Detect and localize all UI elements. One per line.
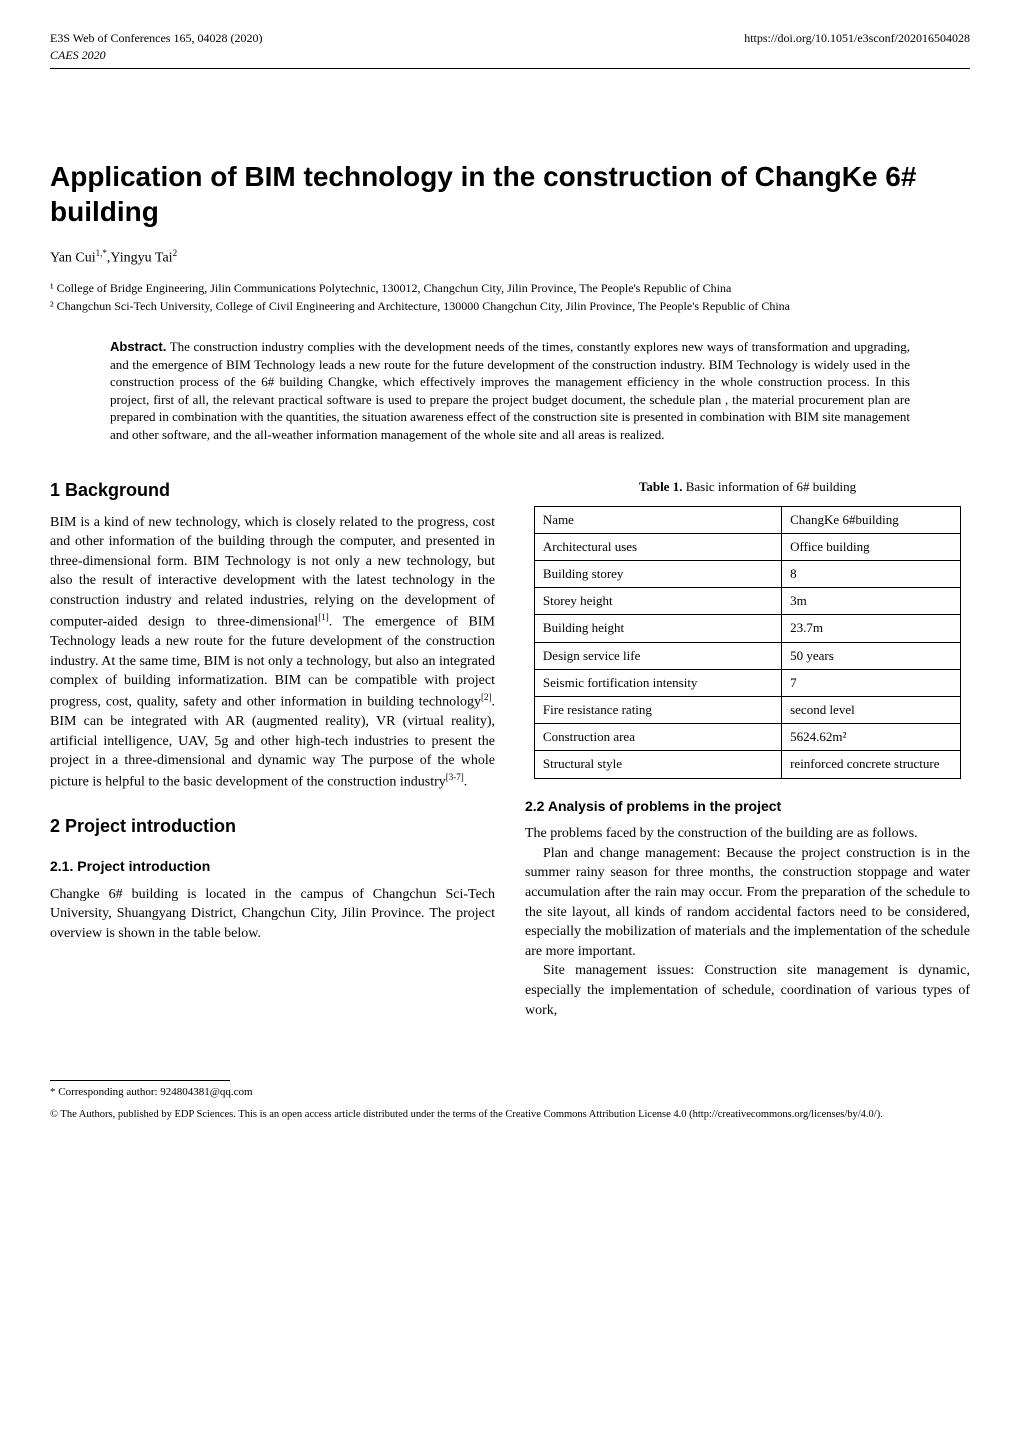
- author-1-affil-mark: 1,*: [96, 248, 107, 258]
- header-conf: E3S Web of Conferences 165, 04028 (2020): [50, 31, 262, 45]
- table-cell-key: Building storey: [534, 561, 781, 588]
- author-line: Yan Cui1,*,Yingyu Tai2: [50, 247, 970, 268]
- affiliation-1: ¹ College of Bridge Engineering, Jilin C…: [50, 280, 970, 296]
- table-row: NameChangKe 6#building: [534, 506, 960, 533]
- table-cell-value: 23.7m: [782, 615, 961, 642]
- author-2: ,Yingyu Tai: [107, 250, 173, 265]
- right-column: Table 1. Basic information of 6# buildin…: [525, 474, 970, 1021]
- citation-3: [3-7]: [446, 772, 464, 782]
- author-2-affil-mark: 2: [173, 248, 178, 258]
- citation-2: [2]: [481, 692, 492, 702]
- citation-1: [1]: [318, 612, 329, 622]
- table-cell-key: Name: [534, 506, 781, 533]
- abstract-block: Abstract. The construction industry comp…: [110, 338, 910, 443]
- table-cell-key: Fire resistance rating: [534, 697, 781, 724]
- section-2-heading: 2 Project introduction: [50, 814, 495, 839]
- table-cell-key: Storey height: [534, 588, 781, 615]
- section-2-1-heading: 2.1. Project introduction: [50, 857, 495, 877]
- s22-p1: The problems faced by the construction o…: [525, 824, 970, 844]
- license-text: © The Authors, published by EDP Sciences…: [50, 1108, 970, 1121]
- table-1: NameChangKe 6#buildingArchitectural uses…: [534, 506, 961, 779]
- table-cell-key: Building height: [534, 615, 781, 642]
- table-row: Construction area5624.62m²: [534, 724, 960, 751]
- s1-text-a: BIM is a kind of new technology, which i…: [50, 515, 495, 630]
- s22-p3: Site management issues: Construction sit…: [525, 961, 970, 1020]
- table-cell-value: 3m: [782, 588, 961, 615]
- section-1-paragraph: BIM is a kind of new technology, which i…: [50, 513, 495, 792]
- corresponding-author: * Corresponding author: 924804381@qq.com: [50, 1085, 970, 1100]
- header-left: E3S Web of Conferences 165, 04028 (2020)…: [50, 30, 262, 64]
- body-columns: 1 Background BIM is a kind of new techno…: [50, 474, 970, 1021]
- s22-p2: Plan and change management: Because the …: [525, 844, 970, 962]
- table-row: Design service life50 years: [534, 642, 960, 669]
- table-row: Architectural usesOffice building: [534, 533, 960, 560]
- affiliation-2: ² Changchun Sci-Tech University, College…: [50, 298, 970, 314]
- footnote-rule: [50, 1080, 230, 1081]
- running-header: E3S Web of Conferences 165, 04028 (2020)…: [50, 30, 970, 66]
- table-row: Fire resistance ratingsecond level: [534, 697, 960, 724]
- table-cell-value: 7: [782, 669, 961, 696]
- left-column: 1 Background BIM is a kind of new techno…: [50, 474, 495, 1021]
- section-1-heading: 1 Background: [50, 478, 495, 503]
- abstract-text: The construction industry complies with …: [110, 339, 910, 442]
- table-cell-key: Seismic fortification intensity: [534, 669, 781, 696]
- table-cell-value: reinforced concrete structure: [782, 751, 961, 778]
- footer-block: * Corresponding author: 924804381@qq.com…: [50, 1080, 970, 1122]
- section-2-2-heading: 2.2 Analysis of problems in the project: [525, 797, 970, 817]
- table-row: Building height23.7m: [534, 615, 960, 642]
- header-event: CAES 2020: [50, 48, 106, 62]
- table-1-caption-text: Basic information of 6# building: [682, 479, 856, 494]
- abstract-label: Abstract.: [110, 339, 166, 354]
- table-cell-key: Structural style: [534, 751, 781, 778]
- table-1-label: Table 1.: [639, 479, 683, 494]
- table-row: Storey height3m: [534, 588, 960, 615]
- table-cell-value: 8: [782, 561, 961, 588]
- table-row: Seismic fortification intensity7: [534, 669, 960, 696]
- table-cell-key: Design service life: [534, 642, 781, 669]
- paper-title: Application of BIM technology in the con…: [50, 159, 970, 229]
- table-row: Structural stylereinforced concrete stru…: [534, 751, 960, 778]
- table-cell-value: 50 years: [782, 642, 961, 669]
- table-row: Building storey8: [534, 561, 960, 588]
- table-cell-value: ChangKe 6#building: [782, 506, 961, 533]
- table-cell-value: second level: [782, 697, 961, 724]
- author-1: Yan Cui: [50, 250, 96, 265]
- table-cell-key: Architectural uses: [534, 533, 781, 560]
- section-2-1-paragraph: Changke 6# building is located in the ca…: [50, 885, 495, 944]
- s1-text-d: .: [464, 774, 468, 789]
- table-cell-key: Construction area: [534, 724, 781, 751]
- table-1-caption: Table 1. Basic information of 6# buildin…: [525, 478, 970, 496]
- table-cell-value: 5624.62m²: [782, 724, 961, 751]
- header-doi: https://doi.org/10.1051/e3sconf/20201650…: [744, 30, 970, 64]
- table-cell-value: Office building: [782, 533, 961, 560]
